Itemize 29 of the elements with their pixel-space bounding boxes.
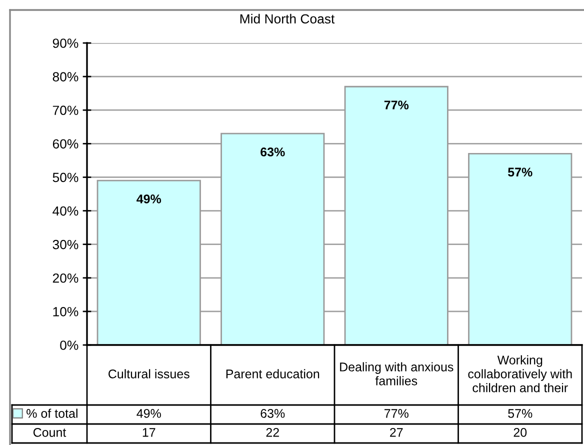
x-tick-label: Working collaboratively with children and their	[468, 355, 572, 392]
data-label: 63%	[260, 409, 285, 418]
text: 17	[142, 428, 156, 437]
y-tick-label: 80%	[52, 72, 78, 82]
y-tick-label: 10%	[53, 307, 78, 316]
y-tick-label: 90%	[52, 38, 78, 48]
data-label: 49%	[136, 409, 161, 418]
y-tick-label: 60%	[52, 139, 78, 149]
data-label: 77%	[384, 409, 408, 418]
x-tick-label: Parent education	[226, 369, 320, 378]
text: 63%	[260, 148, 285, 156]
text: 20	[514, 428, 527, 437]
chart-title: Mid North Coast	[240, 14, 335, 24]
x-tick-label: Dealing with anxious families	[340, 362, 454, 386]
data-label: 57%	[508, 409, 532, 418]
y-tick-label: 20%	[52, 273, 78, 283]
text: 49%	[136, 194, 162, 204]
y-tick-label: 40%	[52, 206, 78, 216]
text: 22	[266, 428, 279, 437]
text: 57%	[508, 168, 532, 177]
y-tick-label: 0%	[60, 340, 78, 350]
text: Count	[33, 428, 66, 437]
text: % of total	[26, 408, 78, 418]
x-tick-label: Cultural issues	[108, 369, 190, 378]
y-tick-label: 30%	[52, 240, 78, 250]
y-tick-label: 50%	[52, 172, 78, 182]
text: 27	[390, 428, 403, 437]
y-tick-label: 70%	[52, 106, 78, 116]
text: 77%	[384, 100, 409, 110]
